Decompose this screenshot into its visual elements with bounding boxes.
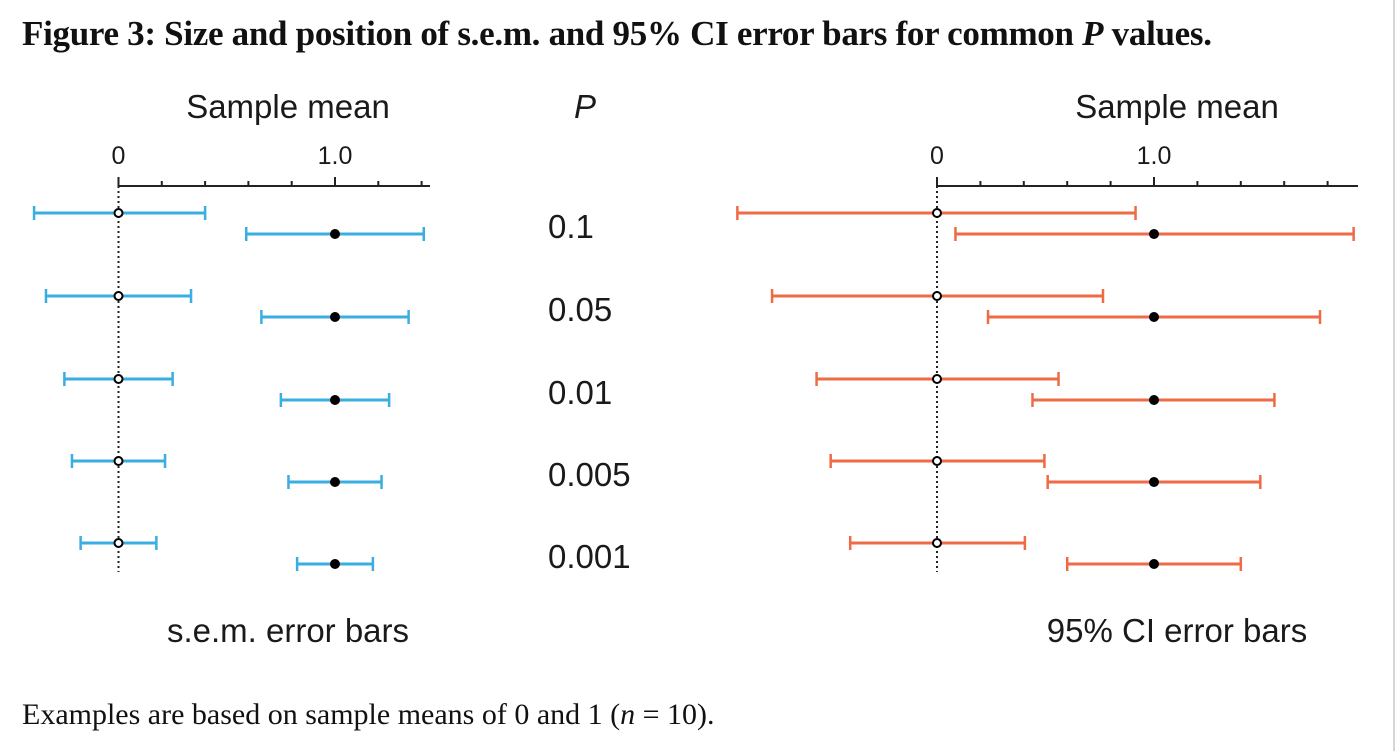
mean-marker-open <box>113 291 124 301</box>
ci-panel: Sample mean 0 1.0 95% CI error bars <box>736 88 1358 649</box>
tick-label: 0 <box>930 142 944 170</box>
mean-marker-open <box>932 456 942 466</box>
x-axis-label: Sample mean <box>186 88 390 125</box>
tick-label: 0 <box>112 142 126 170</box>
tick-label: 1.0 <box>1137 142 1172 170</box>
mean-marker-open <box>932 374 942 384</box>
mean-marker-filled <box>330 395 340 405</box>
figure-caption: Examples are based on sample means of 0 … <box>22 698 715 731</box>
mean-marker-filled <box>1149 559 1159 569</box>
p-value-label: 0.1 <box>548 208 594 245</box>
caption-n-variable: n <box>620 698 636 731</box>
mean-marker-open <box>113 538 124 548</box>
p-value-label: 0.005 <box>548 456 631 493</box>
mean-marker-filled <box>330 229 340 239</box>
mean-marker-filled <box>1149 477 1159 487</box>
p-value-label: 0.01 <box>548 374 612 411</box>
p-value-label: 0.05 <box>548 291 612 328</box>
panel-title: s.e.m. error bars <box>167 612 409 649</box>
figure-title: Figure 3: Size and position of s.e.m. an… <box>22 14 1212 53</box>
mean-marker-filled <box>1149 229 1159 239</box>
mean-marker-open <box>932 291 942 301</box>
mean-marker-open <box>932 538 942 548</box>
p-value-label: 0.001 <box>548 538 631 575</box>
sem-panel: Sample mean 0 1.0 s.e.m. error bars <box>32 88 430 649</box>
mean-marker-filled <box>330 477 340 487</box>
mean-marker-open <box>113 374 124 384</box>
mean-marker-filled <box>330 312 340 322</box>
x-axis-label: Sample mean <box>1075 88 1279 125</box>
mean-marker-filled <box>1149 395 1159 405</box>
mean-marker-open <box>113 208 124 218</box>
panel-title: 95% CI error bars <box>1047 612 1307 649</box>
mean-marker-open <box>113 456 124 466</box>
mean-marker-filled <box>330 559 340 569</box>
p-column-header: P <box>574 88 596 125</box>
mean-marker-open <box>932 208 942 218</box>
tick-label: 1.0 <box>318 142 353 170</box>
p-value-column: P 0.1 0.05 0.01 0.005 0.001 <box>548 88 631 575</box>
mean-marker-filled <box>1149 312 1159 322</box>
title-p-variable: P <box>1082 14 1104 53</box>
